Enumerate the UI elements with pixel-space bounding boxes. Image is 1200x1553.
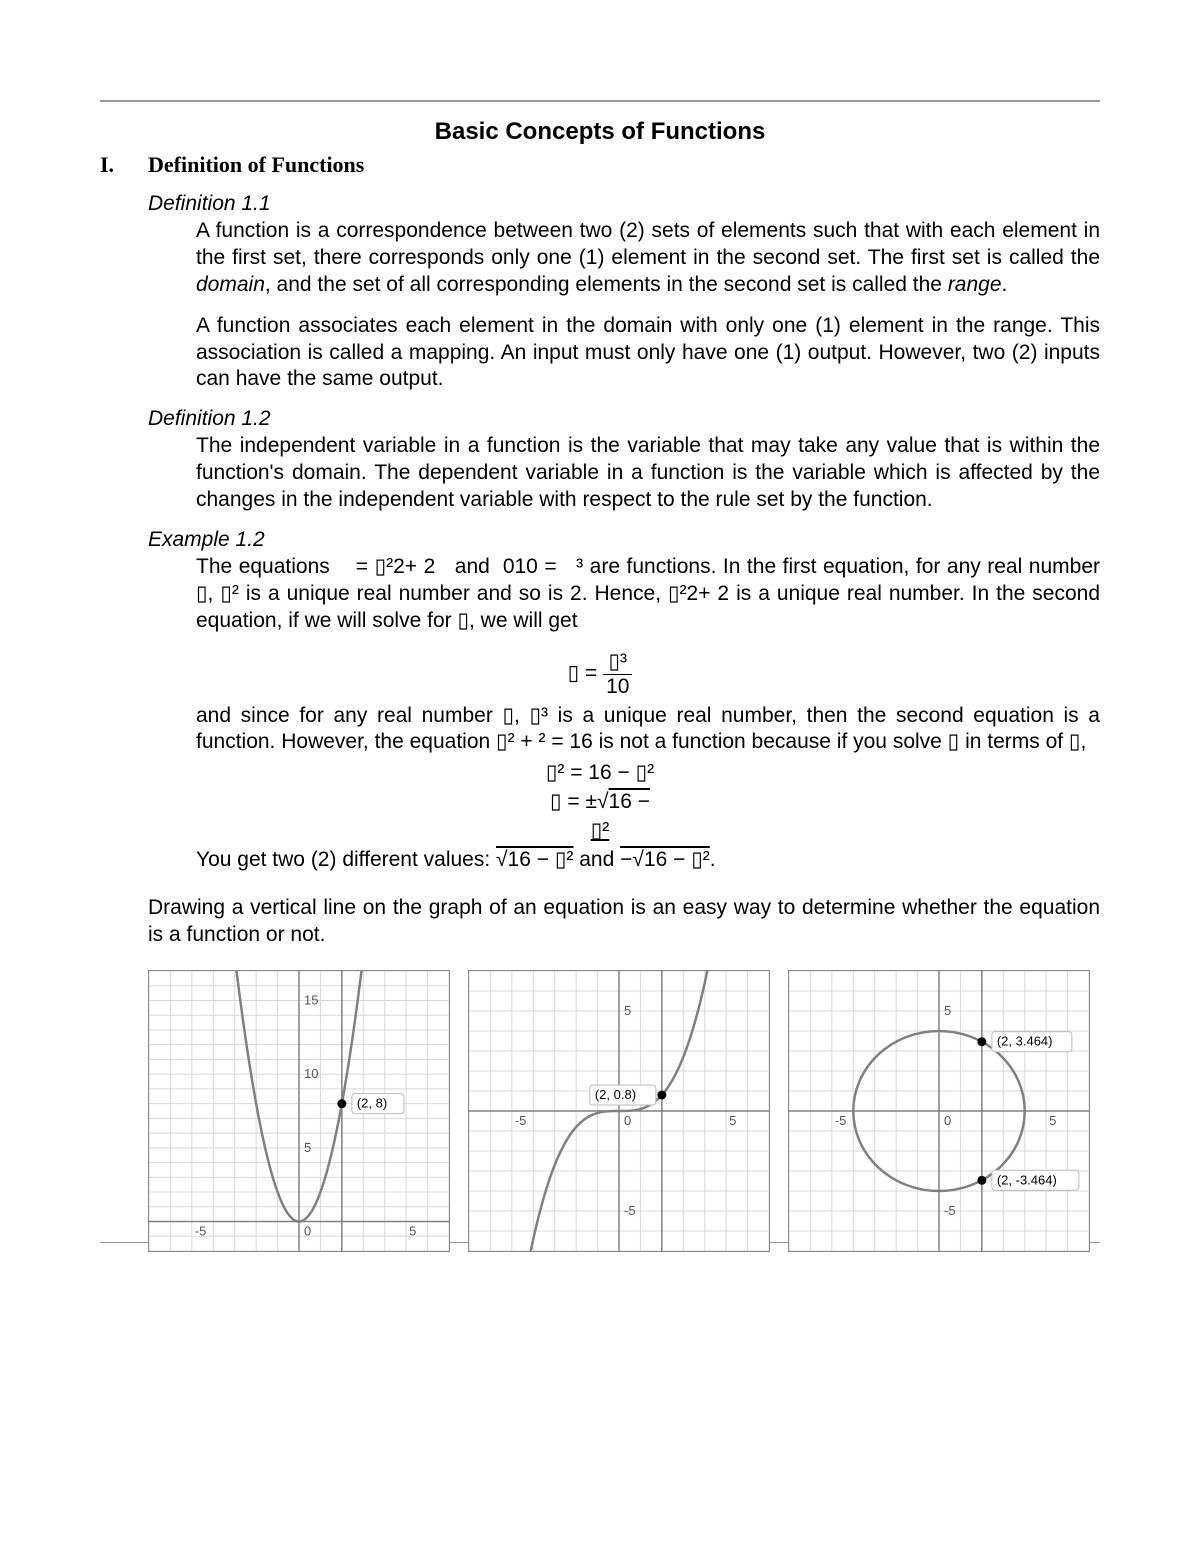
example-1-2-label: Example 1.2: [148, 528, 1100, 552]
definition-1-2-label: Definition 1.2: [148, 407, 1100, 431]
svg-text:5: 5: [624, 1003, 631, 1018]
section-number: I.: [100, 152, 148, 178]
chart-circle: -5 5 -5 5 0 (2, 3.464) (2, -3.464): [788, 970, 1090, 1252]
svg-text:(2, 0.8): (2, 0.8): [595, 1087, 636, 1102]
chart-cubic: -5 5 -5 5 0 (2, 0.8): [468, 970, 770, 1252]
svg-text:0: 0: [624, 1113, 631, 1128]
svg-text:15: 15: [304, 992, 318, 1007]
vertical-line-note: Drawing a vertical line on the graph of …: [148, 895, 1100, 949]
svg-text:5: 5: [1049, 1113, 1056, 1128]
page-title: Basic Concepts of Functions: [100, 118, 1100, 146]
svg-text:5: 5: [304, 1140, 311, 1155]
ex12-p1: The equations = ▯²2+ 2 and 010 = ³ are f…: [196, 554, 1100, 635]
example-1-2-body-2: and since for any real number ▯, ▯³ is a…: [196, 703, 1100, 757]
svg-text:-5: -5: [835, 1113, 847, 1128]
svg-text:-5: -5: [624, 1203, 636, 1218]
svg-text:-5: -5: [195, 1223, 207, 1238]
ex12-p4: Drawing a vertical line on the graph of …: [148, 895, 1100, 949]
equation-2a: ▯² = 16 − ▯²: [100, 760, 1100, 785]
example-1-2-body: The equations = ▯²2+ 2 and 010 = ³ are f…: [196, 554, 1100, 635]
svg-text:5: 5: [729, 1113, 736, 1128]
chart-parabola: -5 5 5 10 15 0 (2, 8): [148, 970, 450, 1252]
svg-text:0: 0: [944, 1113, 951, 1128]
def12-p1: The independent variable in a function i…: [196, 433, 1100, 514]
fraction: ▯³ 10: [603, 649, 632, 699]
definition-1-1-body: A function is a correspondence between t…: [196, 218, 1100, 393]
svg-text:(2, -3.464): (2, -3.464): [997, 1172, 1057, 1187]
top-rule: [100, 100, 1100, 102]
example-1-2-body-3: You get two (2) different values: √16 − …: [196, 847, 1100, 874]
svg-text:(2, 8): (2, 8): [357, 1096, 387, 1111]
ex12-p2: and since for any real number ▯, ▯³ is a…: [196, 703, 1100, 757]
page: Basic Concepts of Functions I. Definitio…: [0, 0, 1200, 1283]
def11-p2: A function associates each element in th…: [196, 313, 1100, 394]
svg-text:0: 0: [304, 1223, 311, 1238]
equation-2c: ▯²: [100, 818, 1100, 843]
section-heading: Definition of Functions: [148, 152, 364, 178]
ex12-p3: You get two (2) different values: √16 − …: [196, 847, 1100, 874]
definition-1-2-body: The independent variable in a function i…: [196, 433, 1100, 514]
svg-text:5: 5: [944, 1003, 951, 1018]
svg-text:10: 10: [304, 1066, 318, 1081]
charts-row: -5 5 5 10 15 0 (2, 8) -5 5 -5 5 0 (2, 0.8) -5 5 -5 5 0 (…: [148, 970, 1100, 1252]
equation-1: ▯ = ▯³ 10: [100, 649, 1100, 699]
section-row: I. Definition of Functions: [100, 152, 1100, 178]
def11-p1: A function is a correspondence between t…: [196, 218, 1100, 299]
svg-text:5: 5: [409, 1223, 416, 1238]
equation-2b: ▯ = ±√16 −: [100, 789, 1100, 814]
svg-text:-5: -5: [944, 1203, 956, 1218]
svg-text:-5: -5: [515, 1113, 527, 1128]
definition-1-1-label: Definition 1.1: [148, 192, 1100, 216]
svg-text:(2, 3.464): (2, 3.464): [997, 1034, 1053, 1049]
